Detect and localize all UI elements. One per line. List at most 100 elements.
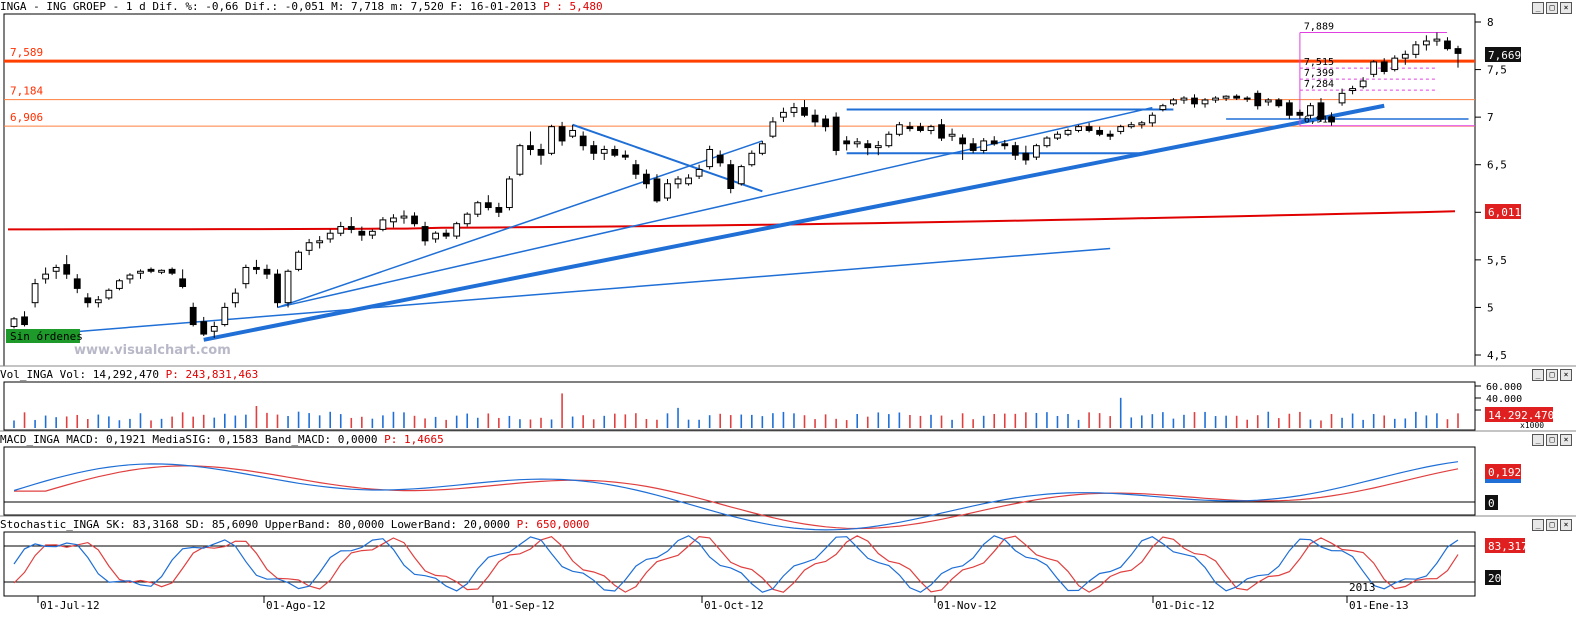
minimize-icon[interactable]: _ xyxy=(1532,2,1544,14)
candle-body xyxy=(1191,97,1198,105)
candle-body xyxy=(1032,145,1040,158)
candle-body xyxy=(21,316,28,326)
macd-header-p: P: 1,4665 xyxy=(384,433,444,446)
price-tick-label: 4,5 xyxy=(1487,349,1507,362)
candle-body xyxy=(780,111,787,118)
close-icon[interactable]: × xyxy=(1560,369,1572,381)
macd-panel-frame xyxy=(3,446,1476,516)
candle-body xyxy=(1264,99,1272,103)
candle-body xyxy=(137,270,144,274)
candle-body xyxy=(1422,40,1430,46)
candle-body xyxy=(1022,152,1030,161)
candle-body xyxy=(537,148,545,156)
price-header-p: P : 5,480 xyxy=(543,0,603,13)
volume-badge: 14.292.470 xyxy=(1488,409,1554,422)
candle-body xyxy=(1011,145,1019,156)
candle-body xyxy=(1127,124,1135,128)
minimize-icon[interactable]: _ xyxy=(1532,369,1544,381)
candle-body xyxy=(421,226,429,242)
candle-body xyxy=(737,166,745,185)
candle-body xyxy=(1054,133,1061,139)
volume-panel-frame xyxy=(3,381,1476,431)
volume-header-text: Vol_INGA Vol: 14,292,470 xyxy=(0,368,166,381)
minimize-icon[interactable]: _ xyxy=(1532,434,1544,446)
moving-average-layer xyxy=(8,210,1456,231)
candle-body xyxy=(368,230,376,236)
candle-body xyxy=(316,240,324,244)
maximize-icon[interactable]: □ xyxy=(1546,2,1558,14)
price-tick-label: 8 xyxy=(1487,16,1494,29)
candle-body xyxy=(980,140,988,151)
date-tick-label: 01-Oct-12 xyxy=(704,599,764,612)
candle-body xyxy=(1138,122,1146,126)
minimize-icon[interactable]: _ xyxy=(1532,519,1544,531)
candle-body xyxy=(758,143,766,154)
candle-body xyxy=(664,183,671,199)
candle-body xyxy=(1391,57,1399,71)
date-x-axis: 01-Jul-12 01-Ago-12 01-Sep-12 01-Oct-12 01-N… xyxy=(37,581,1409,612)
no-orders-badge[interactable] xyxy=(6,329,80,343)
candle-body xyxy=(990,140,998,145)
close-icon[interactable]: × xyxy=(1560,434,1572,446)
candle-body xyxy=(379,219,387,230)
date-tick-label: 01-Ene-13 xyxy=(1349,599,1409,612)
no-orders-label[interactable]: Sin órdenes xyxy=(10,330,83,343)
candle-body xyxy=(527,145,534,150)
candle-body xyxy=(864,143,872,149)
candle-body xyxy=(484,202,492,209)
candle-body xyxy=(1307,105,1314,116)
year-label: 2013 xyxy=(1349,581,1376,594)
candle-body xyxy=(685,177,692,185)
candle-body xyxy=(1359,80,1367,88)
candles-layer xyxy=(10,32,1462,338)
candle-body xyxy=(1075,126,1082,131)
candle-body xyxy=(769,121,777,137)
price-tick-label: 7,5 xyxy=(1487,64,1507,77)
candle-body xyxy=(643,173,650,185)
candle-body xyxy=(200,321,208,335)
price-y-axis: 87,576,565,554,5 xyxy=(1475,16,1507,362)
candle-body xyxy=(548,126,555,154)
price-tick-label: 5,5 xyxy=(1487,254,1507,267)
watermark: www.visualchart.com xyxy=(74,343,231,358)
horizontal-levels: 7,589 7,184 6,906 xyxy=(4,46,1475,127)
maximize-icon[interactable]: □ xyxy=(1546,434,1558,446)
candle-body xyxy=(168,268,176,274)
candle-body xyxy=(10,318,18,327)
candle-body xyxy=(832,116,840,151)
price-tick-label: 7 xyxy=(1487,111,1494,124)
candle-body xyxy=(716,154,724,164)
macd-signal-badge-bar xyxy=(1485,479,1521,483)
volume-badge-bg xyxy=(1485,407,1553,422)
stochastic-sd-line xyxy=(13,535,1459,593)
date-tick-label: 01-Sep-12 xyxy=(495,599,555,612)
close-icon[interactable]: × xyxy=(1560,519,1572,531)
fib-level-label: 7,889 xyxy=(1304,22,1334,33)
maximize-icon[interactable]: □ xyxy=(1546,369,1558,381)
stochastic-header-text: Stochastic_INGA SK: 83,3168 SD: 85,6090 … xyxy=(0,518,517,531)
trendline xyxy=(277,140,763,309)
moving-average-line xyxy=(8,210,1456,231)
candle-body xyxy=(453,223,461,237)
candle-body xyxy=(706,148,714,168)
volume-tick-label: 60.000 xyxy=(1486,382,1522,393)
candle-body xyxy=(790,107,798,113)
trendline xyxy=(277,106,1153,309)
candle-body xyxy=(1454,48,1462,54)
candle-body xyxy=(579,135,587,147)
close-icon[interactable]: × xyxy=(1560,2,1572,14)
candle-body xyxy=(516,145,524,175)
candle-body xyxy=(674,178,682,185)
stochastic-low-badge-bg xyxy=(1485,570,1501,585)
volume-tick-label: 40.000 xyxy=(1486,394,1522,405)
volume-panel-header: Vol_INGA Vol: 14,292,470 P: 243,831,463 xyxy=(0,368,1576,382)
stochastic-sk-line xyxy=(13,535,1459,593)
maximize-icon[interactable]: □ xyxy=(1546,519,1558,531)
candle-body xyxy=(853,141,861,145)
candle-body xyxy=(347,226,355,230)
candle-body xyxy=(474,202,482,215)
fib-level-label: 6,910 xyxy=(1304,115,1334,126)
candle-body xyxy=(284,270,292,304)
